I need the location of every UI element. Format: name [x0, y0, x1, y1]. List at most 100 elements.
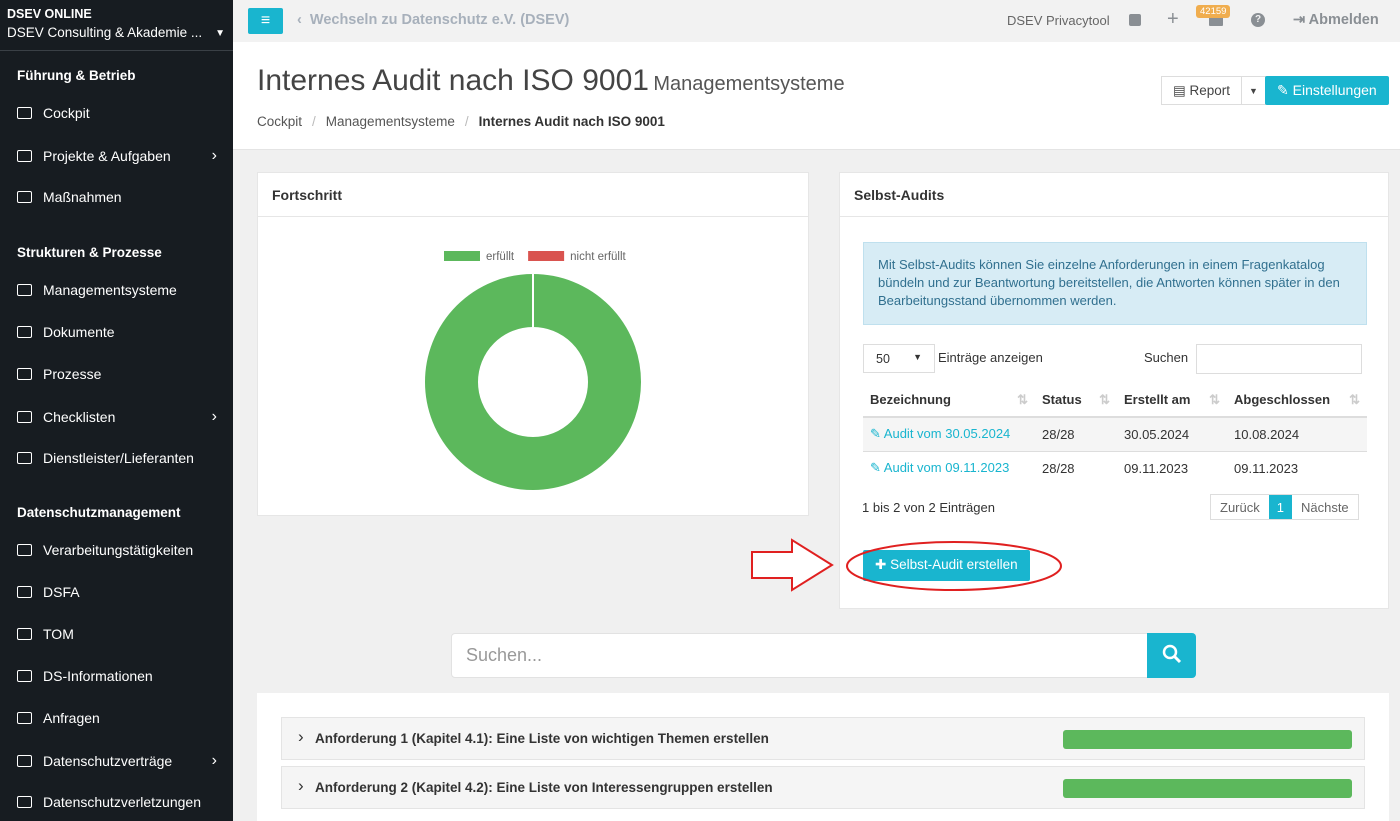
nav-icon	[17, 191, 32, 203]
table-row: ✎ Audit vom 09.11.2023 28/28 09.11.2023 09.…	[863, 451, 1367, 485]
breadcrumb[interactable]: Managementsysteme	[325, 114, 455, 129]
nav-label: Anfragen	[43, 710, 100, 726]
nav-item[interactable]: Verarbeitungstätigkeiten	[17, 542, 217, 558]
page-size: 50	[876, 352, 890, 366]
report-button[interactable]: ▤ Report	[1173, 83, 1231, 98]
page-size-select[interactable]: 50 ▼	[863, 344, 935, 373]
report-dropdown[interactable]: ▼	[1241, 77, 1265, 104]
tool-name[interactable]: DSEV Privacytool	[1007, 13, 1110, 28]
nav-item[interactable]: Datenschutzverträge ›	[17, 752, 217, 770]
column-header[interactable]: Erstellt am ⇅	[1117, 384, 1227, 417]
nav-item[interactable]: TOM	[17, 626, 217, 642]
nav-item[interactable]: Anfragen	[17, 710, 217, 726]
nav-item[interactable]: Managementsysteme	[17, 282, 217, 298]
page-button[interactable]: 1	[1268, 495, 1292, 519]
nav-icon	[17, 670, 32, 682]
nav-item[interactable]: Cockpit	[17, 105, 217, 121]
page-title: Internes Audit nach ISO 9001	[257, 64, 649, 97]
audit-link[interactable]: ✎ Audit vom 30.05.2024	[870, 426, 1010, 441]
nav-section-title: Strukturen & Prozesse	[17, 245, 162, 260]
settings-button[interactable]: ✎ Einstellungen	[1265, 76, 1389, 105]
breadcrumb: Internes Audit nach ISO 9001	[478, 114, 665, 129]
nav-label: Prozesse	[43, 366, 102, 382]
nav-item[interactable]: Prozesse	[17, 366, 217, 382]
prev-button[interactable]: Zurück	[1220, 500, 1260, 515]
submenu-chevron: ›	[211, 147, 217, 164]
table-search[interactable]	[1196, 344, 1362, 374]
nav-label: Projekte & Aufgaben	[43, 148, 171, 164]
next-button[interactable]: Nächste	[1300, 500, 1349, 515]
nav-section-title: Datenschutzmanagement	[17, 505, 181, 520]
legend-label: nicht erfüllt	[570, 251, 626, 263]
nav-icon	[17, 544, 32, 556]
info-alert: Mit Selbst-Audits können Sie einzelne An…	[863, 242, 1367, 325]
table-cell: 09.11.2023	[1227, 451, 1367, 485]
column-header[interactable]: Status ⇅	[1035, 384, 1117, 417]
requirement-row[interactable]: › Anforderung 1 (Kapitel 4.1): Eine Liste…	[281, 717, 1365, 760]
nav-label: TOM	[43, 626, 74, 642]
create-audit-button[interactable]: ✚ Selbst-Audit erstellen	[863, 550, 1030, 581]
nav-label: Managementsysteme	[43, 282, 177, 298]
nav-item[interactable]: Dienstleister/Lieferanten	[17, 450, 217, 466]
sort-icon: ⇅	[1349, 392, 1360, 407]
add-icon[interactable]: +	[1167, 8, 1179, 30]
search-button[interactable]	[1147, 633, 1196, 678]
nav-item[interactable]: Maßnahmen	[17, 189, 217, 205]
legend-label: erfüllt	[486, 251, 515, 263]
breadcrumb-separator: /	[312, 114, 316, 129]
table-cell: 28/28	[1035, 417, 1117, 451]
nav-icon	[17, 326, 32, 338]
audit-link[interactable]: ✎ Audit vom 09.11.2023	[870, 460, 1009, 475]
cell-text: 09.11.2023	[1124, 460, 1189, 476]
edit-icon: ✎	[870, 426, 884, 442]
edit-icon[interactable]	[1129, 14, 1141, 26]
breadcrumb[interactable]: Cockpit	[257, 114, 303, 129]
logout-text: Abmelden	[1308, 12, 1379, 28]
nav-item[interactable]: Checklisten ›	[17, 408, 217, 426]
column-header[interactable]: Bezeichnung ⇅	[863, 384, 1035, 417]
progress-track	[1063, 779, 1352, 798]
menu-toggle[interactable]: ≡	[248, 8, 283, 34]
cell-text: 09.11.2023	[1234, 460, 1299, 476]
heading: Internes Audit nach ISO 9001 Managements…	[257, 64, 845, 98]
search-icon	[1162, 644, 1181, 664]
nav-icon	[17, 368, 32, 380]
nav-item[interactable]: DS-Informationen	[17, 668, 217, 684]
nav-label: Datenschutzverträge	[43, 753, 173, 769]
switch-link-text: Wechseln zu Datenschutz e.V. (DSEV)	[309, 12, 570, 28]
table-cell: 30.05.2024	[1117, 417, 1227, 451]
panel-title: Selbst-Audits	[840, 173, 1388, 217]
report-label: Report	[1189, 83, 1231, 98]
cell-text: 28/28	[1042, 426, 1075, 442]
switch-link[interactable]: ‹ Wechseln zu Datenschutz e.V. (DSEV)	[297, 12, 570, 28]
nav-item[interactable]: Datenschutzverletzungen	[17, 794, 217, 810]
table-cell: 10.08.2024	[1227, 417, 1367, 451]
topbar: ≡ ‹ Wechseln zu Datenschutz e.V. (DSEV) …	[233, 0, 1400, 42]
help-icon[interactable]: ?	[1251, 13, 1265, 27]
requirement-label: Anforderung 1 (Kapitel 4.1): Eine Liste …	[315, 731, 769, 746]
progress-panel: Fortschritt erfüllt nicht erfüllt	[257, 172, 809, 516]
column-header[interactable]: Abgeschlossen ⇅	[1227, 384, 1367, 417]
cell-text: 28/28	[1042, 460, 1075, 476]
nav-label: DS-Informationen	[43, 668, 153, 684]
logout[interactable]: ⇥ Abmelden	[1293, 12, 1379, 28]
requirement-row[interactable]: › Anforderung 2 (Kapitel 4.2): Eine Liste…	[281, 766, 1365, 809]
org-switch[interactable]: DSEV Consulting & Akademie ... ▼	[7, 25, 225, 40]
org-name: DSEV Consulting & Akademie ...	[7, 25, 203, 40]
page-size-label: Einträge anzeigen	[938, 350, 1043, 365]
table-header-row: Bezeichnung ⇅ Status ⇅ Erstellt am ⇅ Abgeschlo…	[863, 384, 1367, 417]
search-input[interactable]: Suchen...	[451, 633, 1148, 678]
table-cell: 09.11.2023	[1117, 451, 1227, 485]
nav-item[interactable]: Projekte & Aufgaben ›	[17, 147, 217, 165]
nav-item[interactable]: Dokumente	[17, 324, 217, 340]
nav-label: Dienstleister/Lieferanten	[43, 450, 194, 466]
table-row: ✎ Audit vom 30.05.2024 28/28 30.05.2024 10.…	[863, 417, 1367, 451]
nav-icon	[17, 150, 32, 162]
mail-icon[interactable]	[1209, 15, 1223, 26]
legend-swatch	[528, 251, 565, 261]
legend-swatch	[444, 251, 480, 261]
expand-chevron: ›	[298, 727, 304, 746]
nav-item[interactable]: DSFA	[17, 584, 217, 600]
sort-icon: ⇅	[1209, 392, 1220, 407]
